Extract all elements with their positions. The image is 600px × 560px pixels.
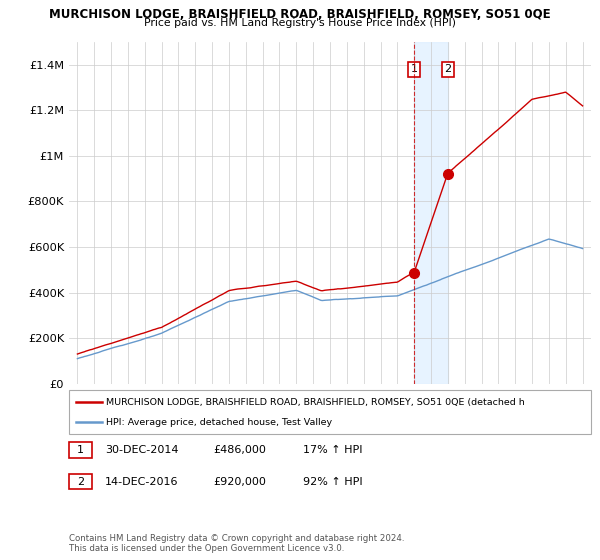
Text: 2: 2 [77,477,84,487]
Bar [414,42,448,384]
Text: 30-DEC-2014: 30-DEC-2014 [105,445,179,455]
Text: 17% ↑ HPI: 17% ↑ HPI [303,445,362,455]
Text: MURCHISON LODGE, BRAISHFIELD ROAD, BRAISHFIELD, ROMSEY, SO51 0QE: MURCHISON LODGE, BRAISHFIELD ROAD, BRAIS… [49,8,551,21]
Text: £486,000: £486,000 [213,445,266,455]
Text: 92% ↑ HPI: 92% ↑ HPI [303,477,362,487]
Text: Price paid vs. HM Land Registry's House Price Index (HPI): Price paid vs. HM Land Registry's House … [144,18,456,29]
Text: 1: 1 [77,445,84,455]
Text: 2: 2 [445,64,451,74]
Text: MURCHISON LODGE, BRAISHFIELD ROAD, BRAISHFIELD, ROMSEY, SO51 0QE (detached h: MURCHISON LODGE, BRAISHFIELD ROAD, BRAIS… [106,398,525,407]
Text: £920,000: £920,000 [213,477,266,487]
Text: HPI: Average price, detached house, Test Valley: HPI: Average price, detached house, Test… [106,418,332,427]
Text: Contains HM Land Registry data © Crown copyright and database right 2024.
This d: Contains HM Land Registry data © Crown c… [69,534,404,553]
Text: 14-DEC-2016: 14-DEC-2016 [105,477,179,487]
Text: 1: 1 [410,64,418,74]
